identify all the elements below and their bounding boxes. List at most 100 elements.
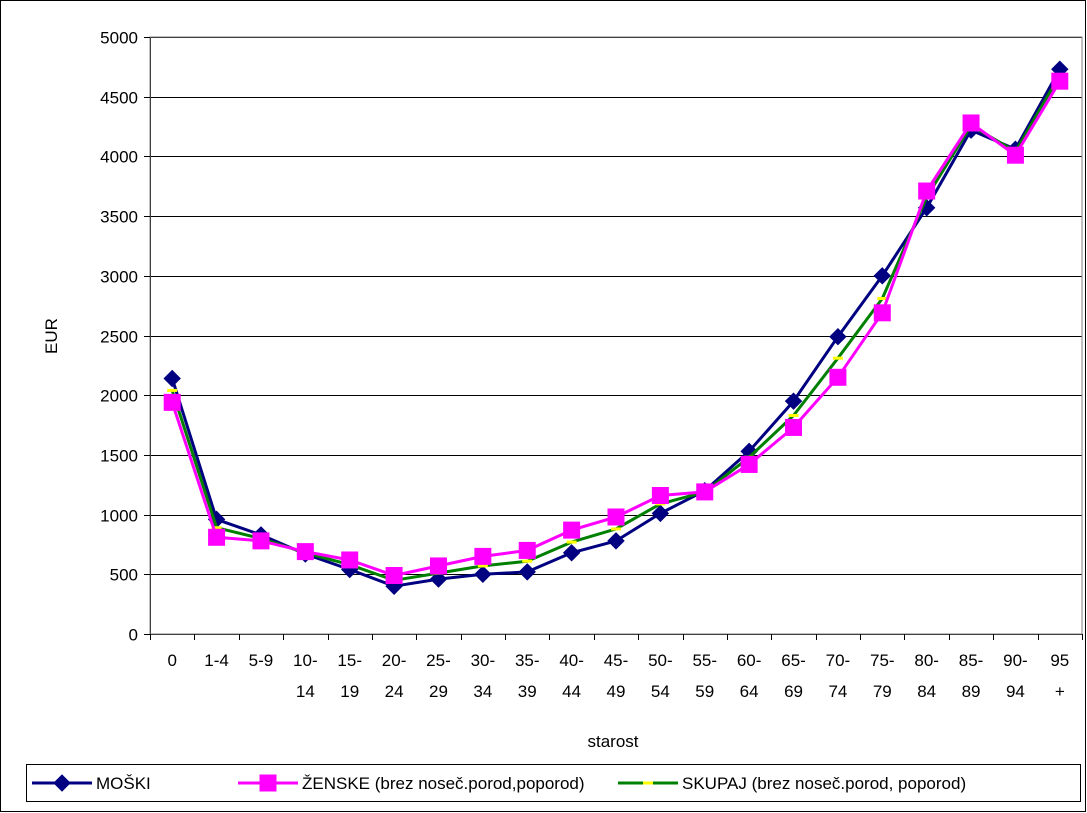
x-tick-label: 5-9 (249, 651, 274, 670)
x-tick-label: 55- 59 (692, 651, 717, 701)
x-tick-label-line: 94 (1006, 682, 1025, 701)
y-tick-label: 2000 (100, 387, 138, 406)
series-zenske-marker (962, 114, 980, 132)
x-tick-label-line: 59 (695, 682, 714, 701)
series-moski-marker (163, 369, 181, 388)
legend-box (26, 764, 1081, 802)
x-tick-label-line: 35- (515, 651, 540, 670)
x-tick-label-line: 85- (959, 651, 984, 670)
x-tick-label: 75- 79 (870, 651, 895, 701)
x-tick-label: 0 (167, 651, 176, 670)
y-tick-label: 3500 (100, 208, 138, 227)
x-tick-label: 45- 49 (604, 651, 629, 701)
series-moski-marker (651, 504, 670, 523)
series-moski-marker (873, 267, 891, 285)
x-tick-label: 95 + (1050, 651, 1069, 701)
x-tick-label-line: + (1055, 682, 1065, 701)
x-tick-label-line: 60- (737, 651, 762, 670)
x-tick-label-line: 89 (962, 682, 981, 701)
x-tick-label-line: 14 (296, 682, 315, 701)
x-tick-label: 85- 89 (959, 651, 984, 701)
y-tick-label: 3000 (100, 268, 138, 287)
x-tick-label-line: 25- (426, 651, 451, 670)
y-axis-title: EUR (42, 318, 61, 354)
x-tick-label-line: 34 (473, 682, 492, 701)
x-tick-label-line: 10- (293, 651, 318, 670)
x-tick-label-line: 44 (562, 682, 581, 701)
series-zenske-marker (740, 455, 758, 473)
series-zenske-marker (296, 543, 314, 561)
x-tick-label: 40- 44 (559, 651, 584, 701)
x-tick-label-line: 15- (337, 651, 362, 670)
series-zenske-marker (651, 486, 669, 504)
series-zenske (163, 72, 1069, 584)
x-tick-label: 65- 69 (781, 651, 806, 701)
y-tick-label: 5000 (100, 29, 138, 48)
x-tick-label-line: 24 (385, 682, 404, 701)
legend-item-moski: MOŠKI (32, 774, 151, 793)
x-tick-label-line: 70- (826, 651, 851, 670)
legend-label: ŽENSKE (brez noseč.porod,poporod) (302, 774, 585, 793)
x-tick-label: 35- 39 (515, 651, 540, 701)
x-tick-label-line: 5-9 (249, 651, 274, 670)
x-tick-label: 60- 64 (737, 651, 762, 701)
x-tick-label-line: 40- (559, 651, 584, 670)
x-tick-label-line: 90- (1003, 651, 1028, 670)
legend-label: SKUPAJ (brez noseč.porod, poporod) (682, 774, 966, 793)
x-tick-label-line: 79 (873, 682, 892, 701)
series-layer (163, 60, 1069, 595)
y-tick-label: 4000 (100, 148, 138, 167)
x-tick-label: 15- 19 (337, 651, 362, 701)
series-zenske-marker (341, 551, 359, 569)
x-tick-label-line: 1-4 (204, 651, 229, 670)
x-tick-label-line: 80- (914, 651, 939, 670)
y-tick-label: 0 (129, 626, 138, 645)
x-tick-label-line: 74 (828, 682, 847, 701)
y-tick-label: 4500 (100, 89, 138, 108)
x-tick-label-line: 49 (607, 682, 626, 701)
series-zenske-marker (163, 393, 181, 411)
series-zenske-marker (785, 418, 803, 436)
x-axis-ticks: 0 1-4 5-9 10- 14 15- 19 20- 24 25- 29 30- 34 35- 39 40-… (150, 634, 1083, 701)
series-zenske-marker (829, 368, 847, 386)
x-tick-label-line: 64 (740, 682, 759, 701)
x-tick-label: 70- 74 (826, 651, 851, 701)
x-tick-label-line: 0 (167, 651, 176, 670)
legend: MOŠKI ŽENSKE (brez noseč.porod,poporod) SK… (26, 764, 1081, 802)
series-zenske-marker (385, 566, 403, 584)
x-axis-title: starost (587, 732, 638, 751)
x-tick-label-line: 45- (604, 651, 629, 670)
series-zenske-marker (252, 532, 270, 550)
x-tick-label-line: 19 (340, 682, 359, 701)
series-zenske-marker (873, 304, 891, 322)
legend-item-skupaj: SKUPAJ (brez noseč.porod, poporod) (618, 774, 966, 793)
legend-label: MOŠKI (96, 774, 151, 793)
series-zenske-marker (607, 508, 625, 526)
x-tick-label-line: 65- (781, 651, 806, 670)
series-zenske-marker (1006, 146, 1024, 164)
legend-item-zenske: ŽENSKE (brez noseč.porod,poporod) (238, 774, 585, 793)
y-tick-label: 2500 (100, 328, 138, 347)
x-tick-label-line: 20- (382, 651, 407, 670)
x-tick-label-line: 50- (648, 651, 673, 670)
series-zenske-marker (429, 557, 447, 575)
y-tick-label: 500 (110, 566, 138, 585)
series-moski-marker (784, 392, 803, 410)
legend-marker (259, 774, 277, 792)
x-tick-label: 90- 94 (1003, 651, 1028, 701)
plot-area (149, 36, 1083, 635)
x-tick-label-line: 54 (651, 682, 670, 701)
series-zenske-marker (1051, 72, 1069, 90)
series-zenske-marker (696, 483, 714, 501)
x-tick-label: 1-4 (204, 651, 229, 670)
x-tick-label-line: 69 (784, 682, 803, 701)
x-tick-label: 80- 84 (914, 651, 939, 701)
x-tick-label-line: 29 (429, 682, 448, 701)
y-axis-ticks: 0 500 1000 1500 2000 2500 3000 3500 4000 4500 5000 (100, 29, 150, 645)
series-moski-marker (829, 327, 847, 346)
x-tick-label: 50- 54 (648, 651, 673, 701)
x-tick-label-line: 39 (518, 682, 537, 701)
series-zenske-marker (518, 541, 536, 559)
x-tick-label: 20- 24 (382, 651, 407, 701)
series-zenske-marker (474, 547, 492, 565)
